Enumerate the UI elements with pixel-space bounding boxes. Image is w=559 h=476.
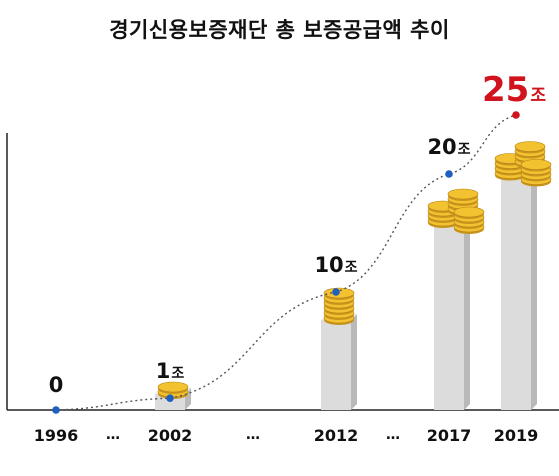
- x-tick-label-2017: 2017: [427, 426, 472, 445]
- bar-side-2019: [531, 171, 537, 410]
- value-label-1996: 0: [49, 373, 64, 397]
- x-gap-marker: …: [106, 427, 120, 443]
- data-point-2019: [512, 111, 520, 119]
- bar-side-2017: [464, 219, 470, 410]
- bar-side-2012: [351, 314, 357, 410]
- value-label-2012: 10조: [314, 253, 357, 277]
- x-gap-marker: …: [386, 427, 400, 443]
- x-tick-label-2019: 2019: [494, 426, 539, 445]
- bar-2019: [501, 177, 531, 410]
- data-point-2012: [332, 288, 340, 296]
- x-tick-label-2002: 2002: [148, 426, 193, 445]
- coin-stack-icon: [157, 381, 189, 399]
- coin-stack-icon: [520, 159, 552, 187]
- x-gap-marker: …: [246, 427, 260, 443]
- chart-title: 경기신용보증재단 총 보증공급액 추이: [109, 18, 450, 42]
- bar-2017: [434, 225, 464, 410]
- value-label-2019: 25조: [482, 70, 546, 110]
- x-tick-label-1996: 1996: [34, 426, 79, 445]
- bar-2012: [321, 320, 351, 410]
- value-label-2002: 1조: [156, 359, 185, 383]
- data-point-2017: [445, 170, 453, 178]
- data-point-1996: [52, 406, 60, 414]
- coin-stack-icon: [453, 206, 485, 234]
- value-label-2017: 20조: [427, 135, 470, 159]
- data-point-2002: [166, 394, 174, 403]
- x-tick-label-2012: 2012: [314, 426, 359, 445]
